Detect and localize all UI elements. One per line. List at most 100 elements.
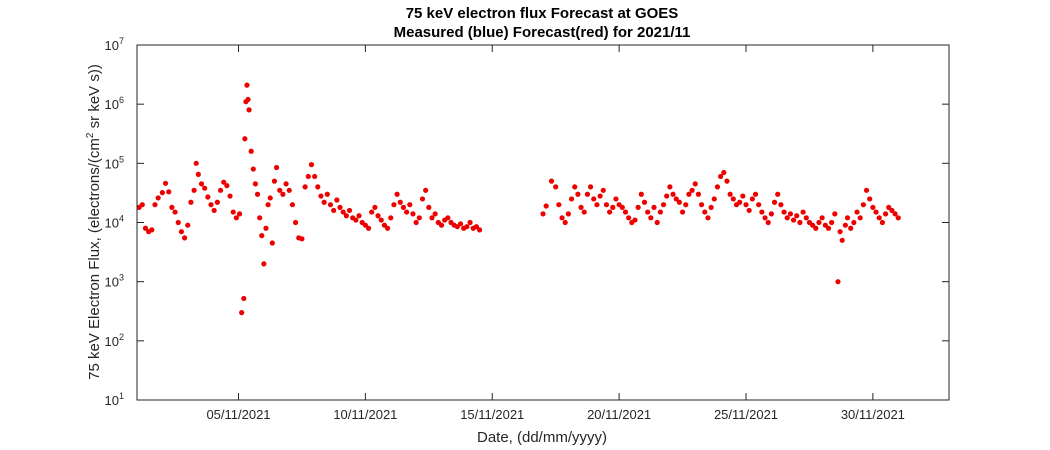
- data-point: [879, 219, 885, 226]
- data-point: [581, 209, 587, 215]
- data-point: [543, 203, 549, 209]
- data-point: [246, 107, 252, 113]
- y-tick-label: 103: [105, 273, 124, 290]
- data-point: [254, 191, 261, 197]
- data-point: [356, 213, 362, 219]
- data-point: [771, 199, 778, 205]
- data-point: [457, 221, 464, 227]
- data-point: [384, 225, 391, 231]
- data-point: [578, 204, 584, 210]
- data-point: [259, 233, 265, 239]
- y-tick-base: 10: [105, 334, 119, 349]
- data-point: [202, 185, 208, 191]
- x-axis-label: Date, (dd/mm/yyyy): [477, 429, 607, 446]
- data-point: [331, 207, 337, 214]
- data-point: [265, 202, 271, 208]
- data-point: [654, 219, 660, 226]
- data-point: [686, 191, 692, 197]
- data-point: [315, 184, 321, 190]
- data-point: [781, 209, 787, 215]
- y-tick-base: 10: [105, 216, 119, 231]
- data-point: [870, 204, 876, 210]
- data-point: [241, 295, 247, 302]
- data-point: [775, 191, 781, 197]
- data-point: [397, 199, 403, 205]
- data-point: [365, 225, 372, 231]
- data-point: [340, 209, 346, 215]
- y-tick-label: 106: [105, 95, 124, 112]
- data-point: [692, 181, 698, 187]
- data-point: [312, 173, 318, 180]
- data-point: [214, 199, 220, 205]
- data-point: [346, 207, 353, 214]
- data-point: [334, 197, 340, 203]
- data-point: [429, 215, 435, 221]
- data-point: [638, 191, 644, 197]
- data-point: [375, 213, 381, 219]
- data-point: [410, 211, 416, 217]
- data-point: [369, 209, 375, 215]
- data-point: [343, 213, 349, 219]
- data-point: [236, 211, 243, 217]
- data-point: [708, 204, 714, 210]
- y-tick-exponent: 7: [119, 36, 124, 46]
- data-point: [648, 215, 654, 221]
- data-point: [205, 194, 211, 200]
- data-point: [302, 184, 308, 190]
- data-point: [426, 204, 432, 210]
- data-point: [635, 204, 641, 210]
- data-point: [797, 219, 803, 226]
- data-point: [597, 193, 603, 199]
- data-point: [257, 215, 263, 221]
- data-point: [152, 202, 158, 208]
- data-point: [857, 215, 863, 221]
- data-point: [413, 219, 419, 226]
- data-point: [261, 261, 267, 267]
- data-point: [267, 195, 273, 201]
- y-tick-exponent: 1: [119, 391, 124, 401]
- data-point: [848, 225, 854, 231]
- x-tick-label: 20/11/2021: [587, 407, 651, 422]
- data-point: [759, 209, 765, 215]
- data-point: [553, 184, 559, 190]
- data-point: [842, 222, 848, 228]
- data-point: [816, 219, 822, 226]
- data-point: [698, 202, 705, 208]
- data-point: [591, 196, 597, 202]
- y-axis-label-main: 75 keV Electron Flux, (electrons/(cm: [86, 138, 103, 380]
- data-point: [626, 215, 632, 221]
- y-tick-base: 10: [105, 38, 119, 53]
- data-point: [263, 225, 269, 231]
- data-point: [233, 215, 239, 221]
- chart-subtitle: Measured (blue) Forecast(red) for 2021/1…: [394, 24, 691, 41]
- data-point: [705, 215, 711, 221]
- data-point: [679, 209, 686, 215]
- data-point: [835, 279, 841, 285]
- y-tick-exponent: 6: [119, 95, 124, 105]
- data-point: [473, 224, 479, 230]
- data-point: [660, 202, 667, 208]
- data-point: [863, 187, 870, 193]
- data-point: [169, 204, 175, 210]
- data-point: [749, 196, 755, 202]
- data-point: [714, 184, 721, 190]
- x-tick-label: 10/11/2021: [333, 407, 397, 422]
- y-axis-label-tail: sr keV s)): [86, 64, 103, 132]
- data-point: [794, 213, 800, 219]
- data-point: [337, 204, 343, 210]
- data-point: [895, 215, 901, 221]
- data-point: [837, 229, 843, 235]
- data-point: [851, 219, 857, 226]
- data-point: [790, 217, 797, 223]
- data-point: [318, 193, 324, 199]
- data-point: [245, 96, 251, 103]
- data-point: [308, 162, 315, 168]
- data-point: [438, 222, 445, 228]
- data-point: [324, 191, 330, 197]
- data-point: [813, 225, 819, 231]
- data-point: [613, 196, 619, 202]
- data-point: [252, 181, 259, 187]
- x-tick-label: 05/11/2021: [206, 407, 270, 422]
- x-axis-ticks: 05/11/2021 10/11/2021 15/11/2021 20/11/2021…: [206, 45, 905, 422]
